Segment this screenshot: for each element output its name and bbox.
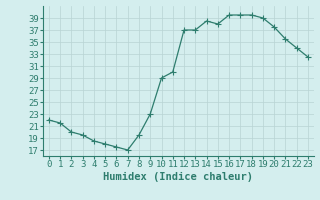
X-axis label: Humidex (Indice chaleur): Humidex (Indice chaleur) [103, 172, 253, 182]
